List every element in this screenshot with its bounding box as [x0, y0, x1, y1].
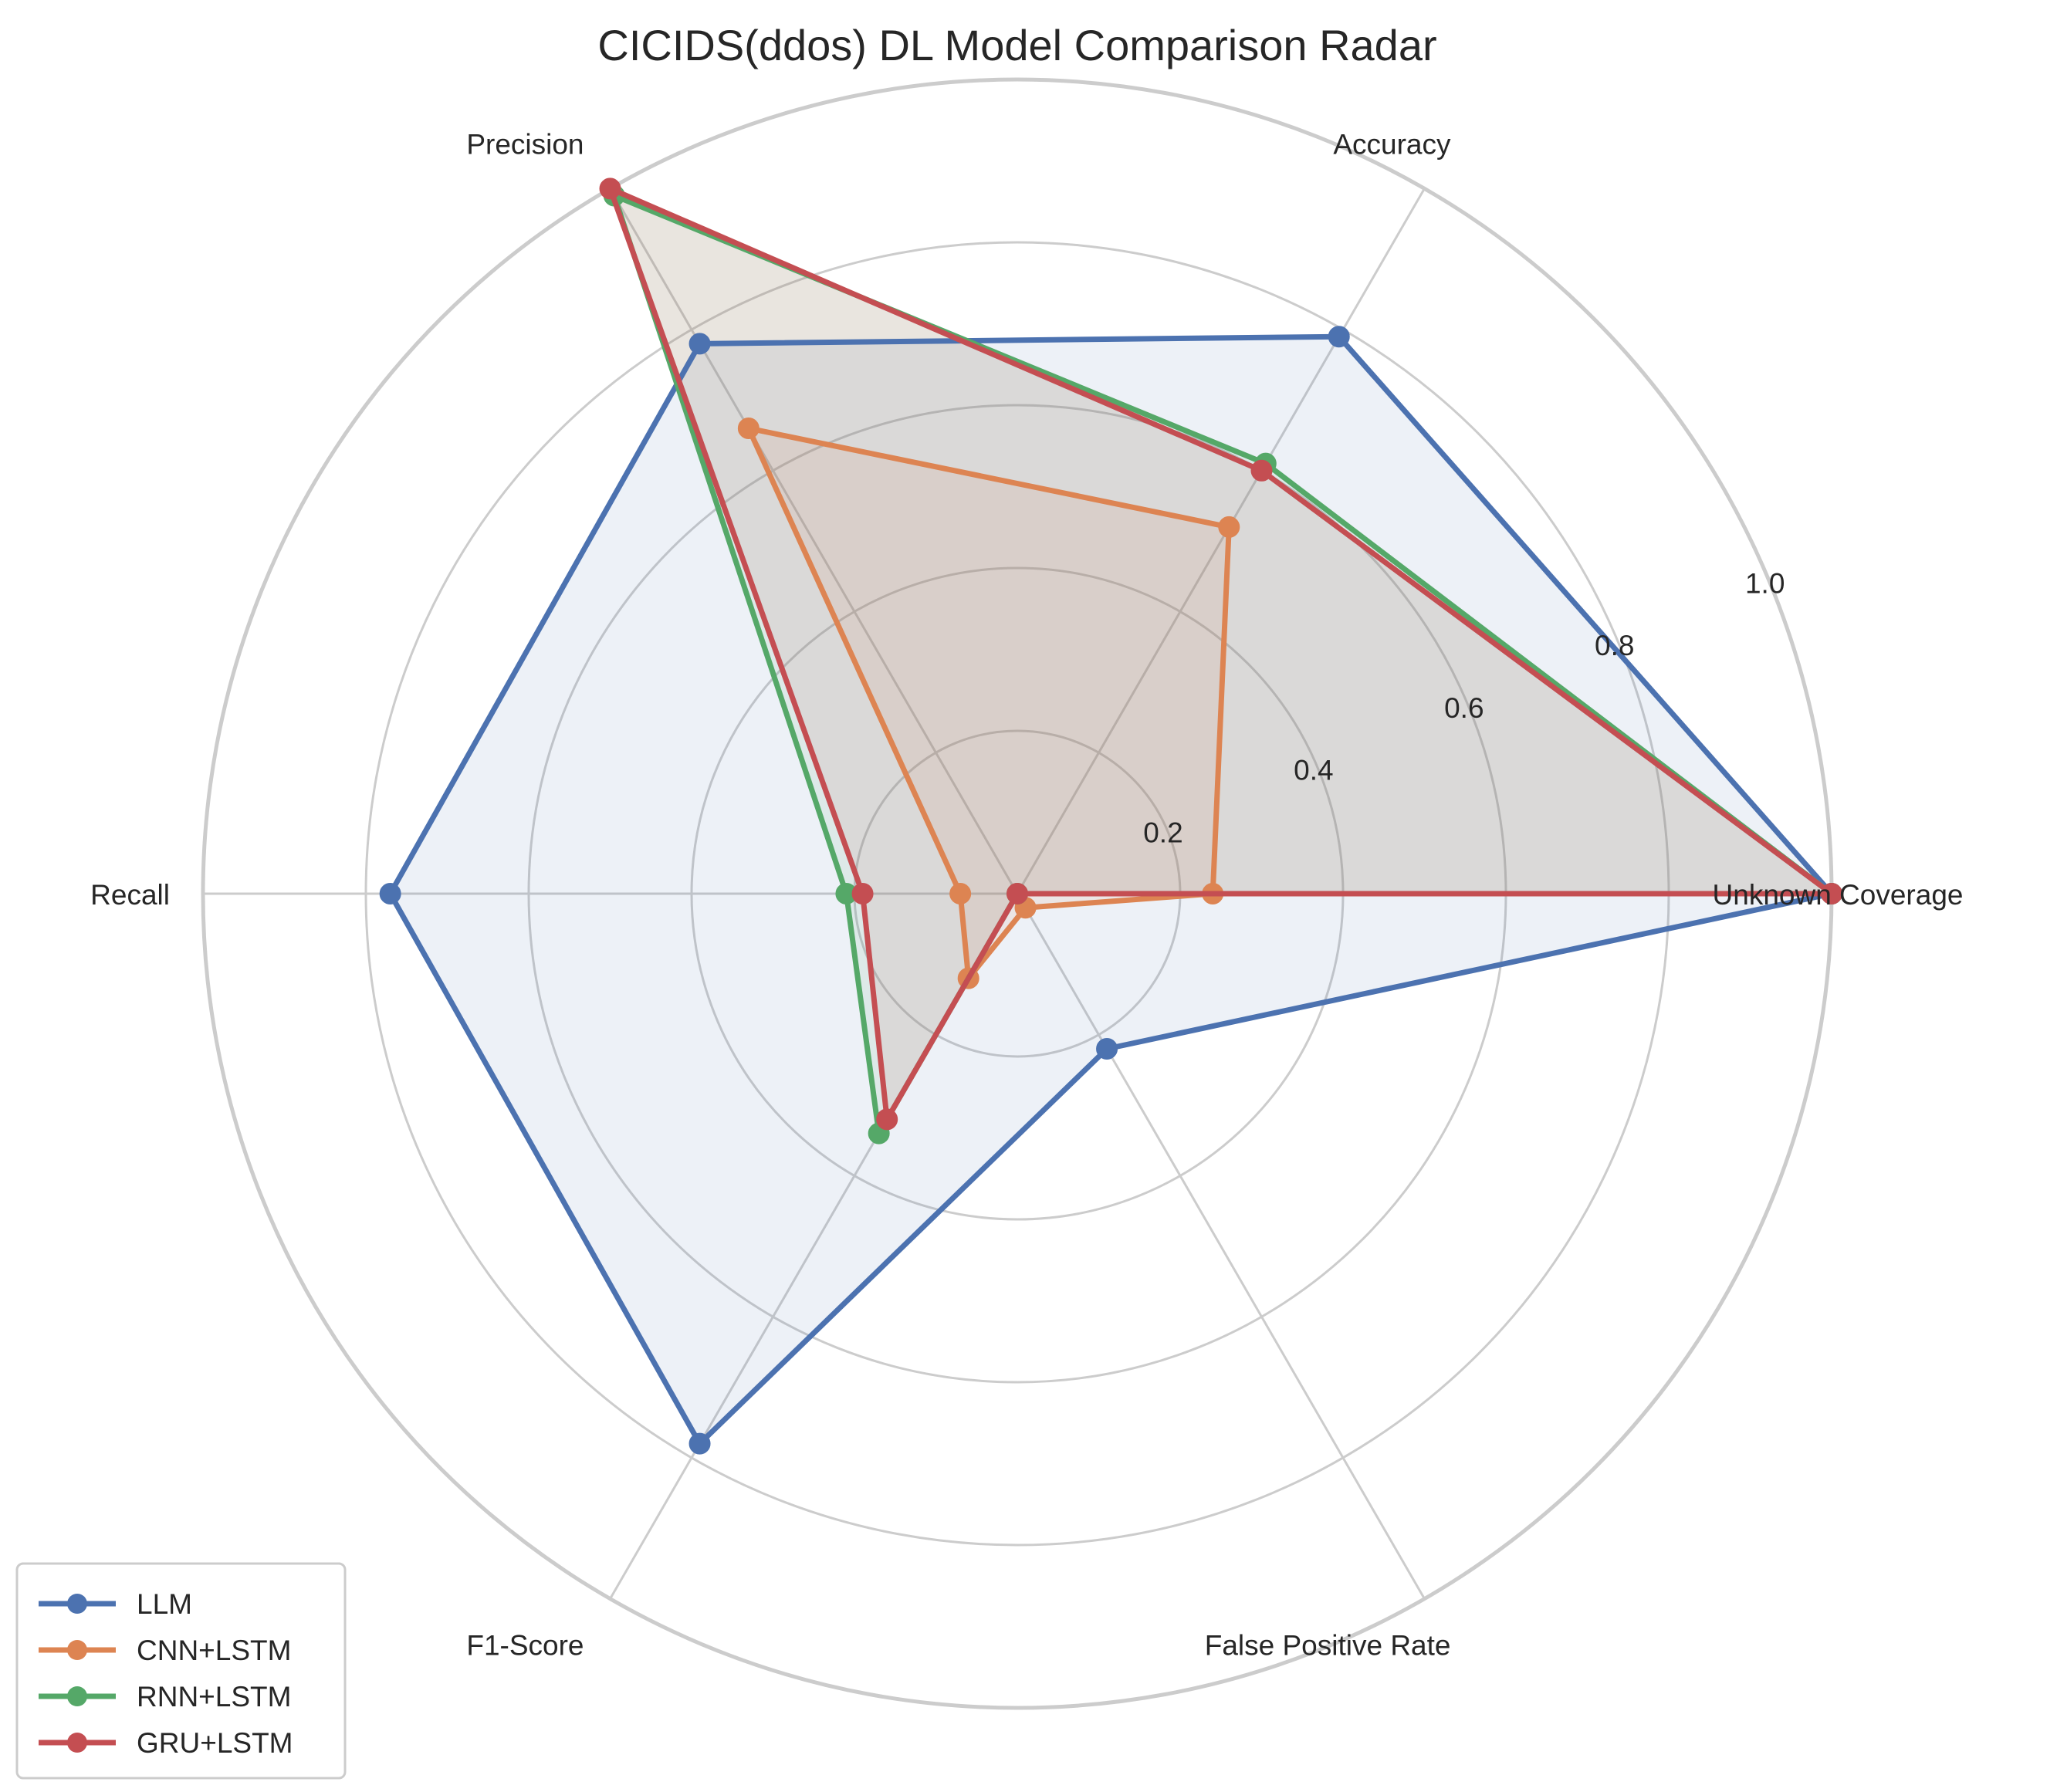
- axis-label-3: Precision: [466, 128, 584, 160]
- legend-entry-2[interactable]: CNN+LSTM: [39, 1635, 291, 1666]
- legend-entry-1[interactable]: LLM: [39, 1588, 192, 1620]
- data-point-1-2: [1328, 326, 1350, 348]
- legend-marker-2: [67, 1640, 87, 1660]
- data-point-4-6: [1007, 883, 1028, 904]
- data-point-1-4: [379, 883, 401, 904]
- series-fill-2: [748, 428, 1230, 979]
- spoke-6: [1016, 893, 1426, 1600]
- data-point-1-5: [688, 1432, 711, 1455]
- radial-tick-label-5: 1.0: [1745, 567, 1785, 599]
- axis-label-1: Unknown Coverage: [1713, 879, 1964, 911]
- legend-marker-4: [67, 1733, 87, 1753]
- axis-label-2: Accuracy: [1333, 128, 1451, 160]
- chart-title: CICIDS(ddos) DL Model Comparison Radar: [597, 21, 1436, 69]
- data-point-2-4: [949, 883, 972, 904]
- data-point-4-1: [1821, 883, 1842, 904]
- legend-label-3: RNN+LSTM: [137, 1681, 291, 1713]
- legend-label-1: LLM: [137, 1588, 192, 1620]
- legend-marker-1: [67, 1594, 87, 1614]
- series-lines: [379, 178, 1842, 1455]
- axis-label-4: Recall: [90, 879, 170, 911]
- legend-label-4: GRU+LSTM: [137, 1727, 293, 1759]
- radial-tick-labels: 0.2 0.4 0.6 0.8 1.0: [1143, 567, 1785, 848]
- radial-tick-label-2: 0.4: [1294, 755, 1333, 786]
- legend-entry-4[interactable]: GRU+LSTM: [39, 1727, 293, 1759]
- legend-entry-3[interactable]: RNN+LSTM: [39, 1681, 291, 1713]
- series-fills: [390, 188, 1832, 1444]
- data-point-1-3: [688, 333, 711, 355]
- radial-tick-label-1: 0.2: [1143, 817, 1182, 848]
- spoke-2: [1016, 188, 1426, 894]
- axis-label-6: False Positive Rate: [1205, 1630, 1451, 1662]
- spoke-3: [609, 188, 1019, 894]
- data-point-4-2: [1250, 459, 1273, 482]
- legend-marker-3: [67, 1686, 87, 1706]
- data-point-1-6: [1096, 1038, 1118, 1060]
- legend-label-2: CNN+LSTM: [137, 1635, 291, 1666]
- data-point-4-5: [876, 1108, 898, 1131]
- radial-tick-label-4: 0.8: [1595, 630, 1634, 661]
- legend-box: [15, 1562, 347, 1780]
- axis-label-5: F1-Score: [466, 1630, 584, 1662]
- data-point-2-3: [737, 417, 760, 439]
- axis-labels: Unknown Coverage Accuracy Precision Recall F…: [90, 128, 1963, 1661]
- legend[interactable]: LLM CNN+LSTM RNN+LSTM GRU+LSTM: [15, 1562, 347, 1780]
- data-point-4-3: [599, 178, 621, 200]
- data-point-2-2: [1218, 516, 1240, 538]
- data-point-4-4: [851, 883, 874, 904]
- radial-tick-label-3: 0.6: [1444, 692, 1484, 724]
